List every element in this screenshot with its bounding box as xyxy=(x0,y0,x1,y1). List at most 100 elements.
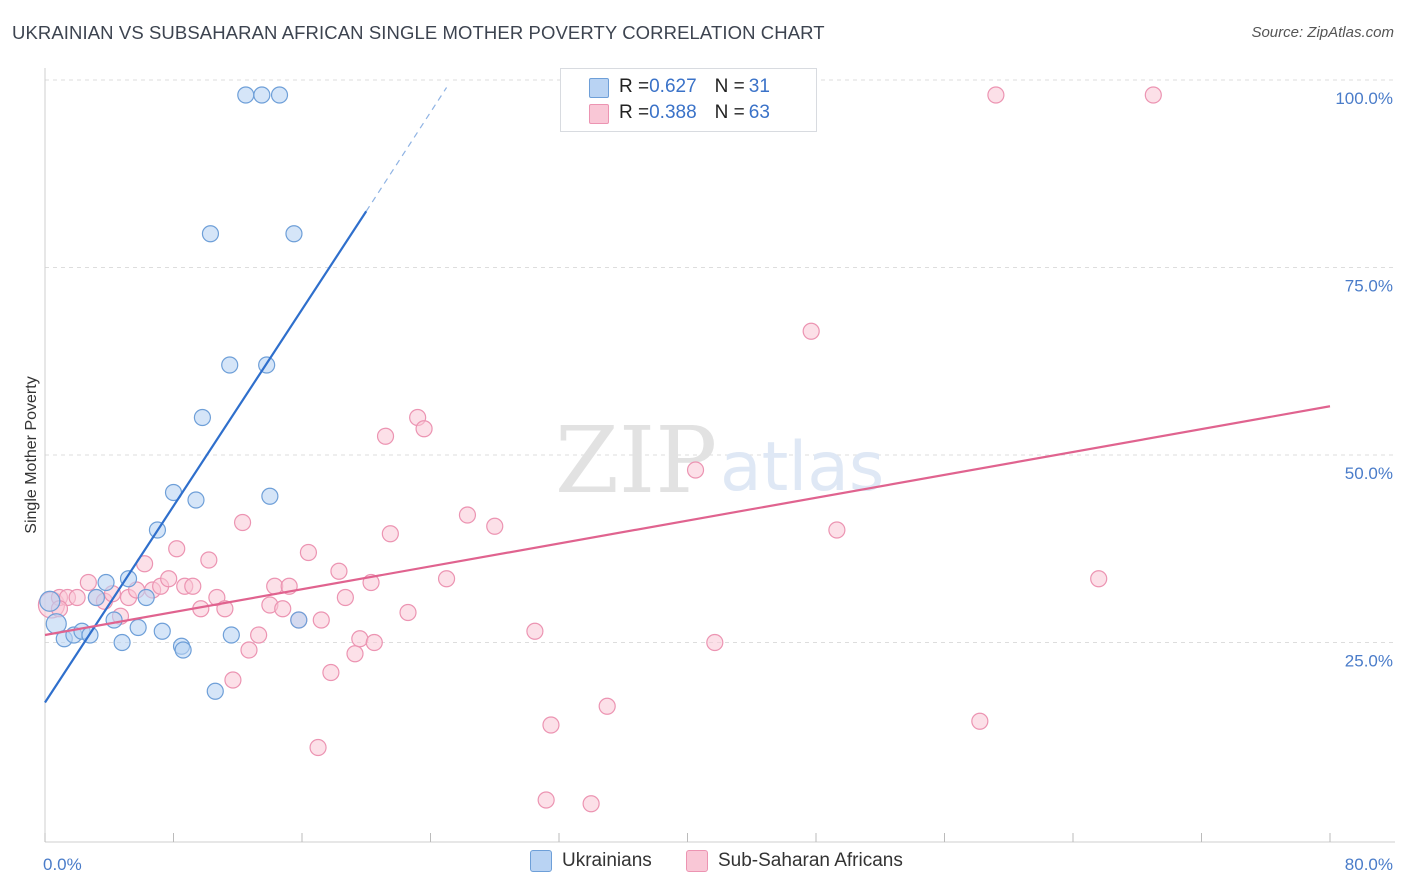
trend-line-africans xyxy=(44,405,1331,637)
data-point-africans xyxy=(381,525,399,543)
data-point-africans xyxy=(299,543,318,562)
data-point-africans xyxy=(224,671,242,689)
data-point-ukrainians xyxy=(221,356,239,374)
data-point-ukrainians xyxy=(290,611,308,629)
data-point-ukrainians xyxy=(201,225,220,243)
data-point-ukrainians xyxy=(105,611,123,629)
grid-lines xyxy=(45,79,1395,643)
y-tick-label: 50.0% xyxy=(1345,464,1393,483)
data-point-ukrainians xyxy=(285,225,303,243)
data-point-africans xyxy=(274,600,292,618)
data-point-africans xyxy=(322,663,340,682)
axes xyxy=(44,68,1395,843)
data-point-ukrainians xyxy=(193,408,212,427)
data-point-africans xyxy=(79,573,97,592)
data-point-africans xyxy=(312,611,330,629)
data-point-africans xyxy=(706,633,724,652)
data-point-ukrainians xyxy=(97,573,115,592)
data-point-africans xyxy=(240,641,258,659)
data-point-africans xyxy=(582,795,600,813)
trend-line-ukrainians-extension xyxy=(365,87,448,212)
series-legend: Ukrainians Sub-Saharan Africans xyxy=(0,850,1406,880)
data-point-ukrainians xyxy=(261,487,279,505)
data-point-africans xyxy=(486,517,504,535)
y-tick-label: 25.0% xyxy=(1345,652,1393,671)
data-point-ukrainians xyxy=(113,633,131,652)
data-point-ukrainians xyxy=(253,86,271,104)
data-point-africans xyxy=(309,738,327,757)
legend-n-value: 63 xyxy=(748,102,770,123)
data-point-ukrainians xyxy=(174,641,192,659)
africans-points xyxy=(37,86,1162,813)
legend-item-africans[interactable]: Sub-Saharan Africans xyxy=(686,850,903,872)
data-point-africans xyxy=(415,420,433,438)
data-point-africans xyxy=(1090,570,1108,588)
data-point-africans xyxy=(266,577,284,595)
correlation-legend: R = 0.627 N = 31 R = 0.388 N = 63 xyxy=(560,68,817,132)
watermark-zip: ZIP xyxy=(555,407,717,514)
data-point-ukrainians xyxy=(237,86,255,104)
legend-label-ukrainians: Ukrainians xyxy=(562,850,652,871)
data-point-africans xyxy=(168,540,186,558)
data-point-africans xyxy=(365,633,383,652)
legend-swatch-africans xyxy=(686,850,708,872)
data-point-africans xyxy=(330,562,348,580)
data-point-africans xyxy=(828,521,846,539)
legend-swatch-africans xyxy=(589,104,609,124)
legend-swatch-ukrainians xyxy=(589,78,609,98)
data-point-africans xyxy=(250,626,268,644)
y-tick-label: 100.0% xyxy=(1335,89,1393,108)
data-point-ukrainians xyxy=(270,86,289,104)
chart-title: UKRAINIAN VS SUBSAHARAN AFRICAN SINGLE M… xyxy=(12,22,825,43)
data-point-ukrainians xyxy=(137,588,155,607)
data-point-africans xyxy=(437,570,456,588)
data-point-africans xyxy=(233,513,252,532)
legend-row-ukrainians: R = 0.627 N = 31 xyxy=(619,75,770,99)
data-point-africans xyxy=(336,588,354,607)
data-point-africans xyxy=(686,461,705,479)
data-point-africans xyxy=(458,506,477,524)
data-point-africans xyxy=(68,588,86,607)
y-axis-title: Single Mother Poverty xyxy=(23,376,40,533)
data-point-africans xyxy=(1144,86,1162,104)
legend-item-ukrainians[interactable]: Ukrainians xyxy=(530,850,652,872)
legend-swatch-ukrainians xyxy=(530,850,552,872)
data-point-ukrainians xyxy=(87,588,106,607)
legend-row-africans: R = 0.388 N = 63 xyxy=(619,101,770,125)
data-point-africans xyxy=(537,791,555,809)
watermark-atlas: atlas xyxy=(720,428,884,507)
y-axis-title-group: Single Mother Poverty xyxy=(23,376,40,533)
tick-labels: 25.0% 50.0% 75.0% 100.0% 0.0% 80.0% xyxy=(43,89,1393,874)
legend-n-label: N = xyxy=(714,76,745,97)
data-point-africans xyxy=(351,630,369,648)
data-point-ukrainians xyxy=(187,491,205,509)
data-point-africans xyxy=(376,427,395,445)
legend-r-value: 0.627 xyxy=(649,76,697,97)
data-point-ukrainians xyxy=(153,622,171,640)
legend-r-value: 0.388 xyxy=(649,102,697,123)
data-point-ukrainians xyxy=(129,618,147,637)
data-point-africans xyxy=(802,322,820,340)
data-point-ukrainians xyxy=(206,682,224,700)
x-tick-label: 0.0% xyxy=(43,855,82,874)
data-point-africans xyxy=(346,645,364,663)
data-point-africans xyxy=(200,551,218,569)
y-tick-label: 75.0% xyxy=(1345,277,1393,296)
watermark: ZIP atlas xyxy=(555,407,884,514)
data-point-africans xyxy=(542,716,560,734)
data-point-africans xyxy=(160,570,178,588)
source-credit: Source: ZipAtlas.com xyxy=(1251,24,1394,41)
trend-line-ukrainians xyxy=(44,210,368,704)
data-point-africans xyxy=(526,622,544,640)
data-point-africans xyxy=(971,712,989,730)
data-point-africans xyxy=(987,86,1005,104)
trend-lines xyxy=(44,87,1331,704)
legend-r-label: R = xyxy=(619,102,650,123)
legend-label-africans: Sub-Saharan Africans xyxy=(718,850,903,871)
legend-n-label: N = xyxy=(714,102,745,123)
legend-r-label: R = xyxy=(619,76,650,97)
data-point-ukrainians xyxy=(39,590,61,612)
data-point-africans xyxy=(399,603,417,622)
data-point-africans xyxy=(184,577,202,595)
